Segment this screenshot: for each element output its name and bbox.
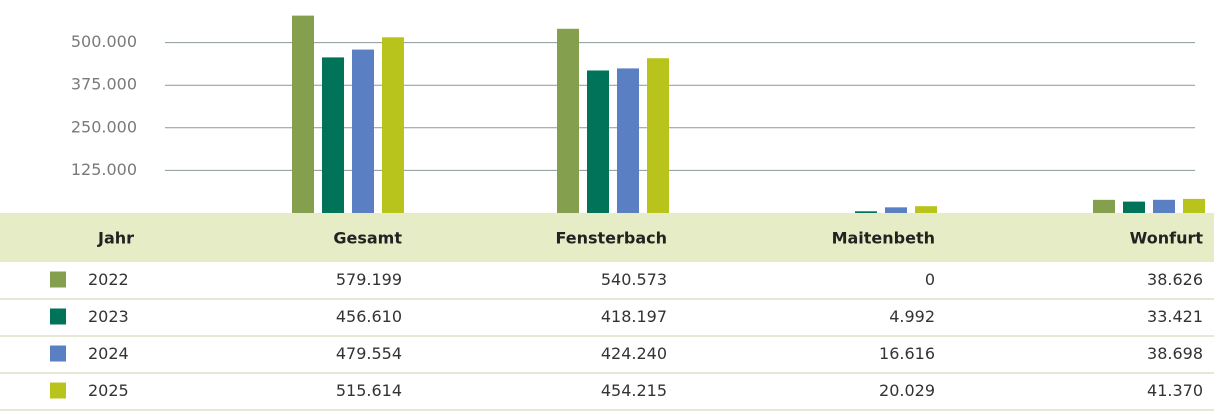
bar (557, 28, 579, 214)
column-header: Maitenbeth (832, 229, 935, 248)
value-label: 20.029 (879, 381, 935, 400)
value-label: 418.197 (601, 307, 667, 326)
value-label: 0 (925, 270, 935, 289)
bar (617, 68, 639, 213)
y-tick-label: 500.000 (71, 32, 137, 51)
bar (1183, 198, 1205, 213)
bar (352, 49, 374, 214)
bar (1093, 199, 1115, 213)
value-label: 4.992 (889, 307, 935, 326)
bar (587, 70, 609, 214)
value-label: 515.614 (336, 381, 402, 400)
y-tick-label: 250.000 (71, 117, 137, 136)
y-tick-label: 375.000 (71, 75, 137, 94)
y-tick-label: 125.000 (71, 160, 137, 179)
value-label: 540.573 (601, 270, 667, 289)
bar (855, 211, 877, 213)
bar (322, 57, 344, 213)
value-label: 424.240 (601, 344, 667, 363)
legend-swatch (50, 308, 66, 325)
column-header: Wonfurt (1130, 229, 1204, 248)
value-label: 579.199 (336, 270, 402, 289)
bar (885, 207, 907, 213)
table-header-band (0, 213, 1214, 262)
value-label: 456.610 (336, 307, 402, 326)
value-label: 454.215 (601, 381, 667, 400)
bar (292, 15, 314, 214)
value-label: 41.370 (1147, 381, 1203, 400)
column-header: Gesamt (333, 229, 402, 248)
legend-swatch (50, 382, 66, 399)
row-header: Jahr (97, 229, 134, 248)
value-label: 16.616 (879, 344, 935, 363)
legend-swatch (50, 345, 66, 362)
value-label: 479.554 (336, 344, 402, 363)
column-header: Fensterbach (555, 229, 667, 248)
legend-label: 2023 (88, 307, 129, 326)
value-label: 38.626 (1147, 270, 1203, 289)
value-label: 33.421 (1147, 307, 1203, 326)
bar (1123, 201, 1145, 213)
legend-label: 2022 (88, 270, 129, 289)
value-label: 38.698 (1147, 344, 1203, 363)
legend-label: 2025 (88, 381, 129, 400)
legend-label: 2024 (88, 344, 129, 363)
bar (647, 58, 669, 214)
bar (382, 37, 404, 213)
legend-swatch (50, 271, 66, 288)
bar (1153, 199, 1175, 213)
bar (915, 206, 937, 213)
